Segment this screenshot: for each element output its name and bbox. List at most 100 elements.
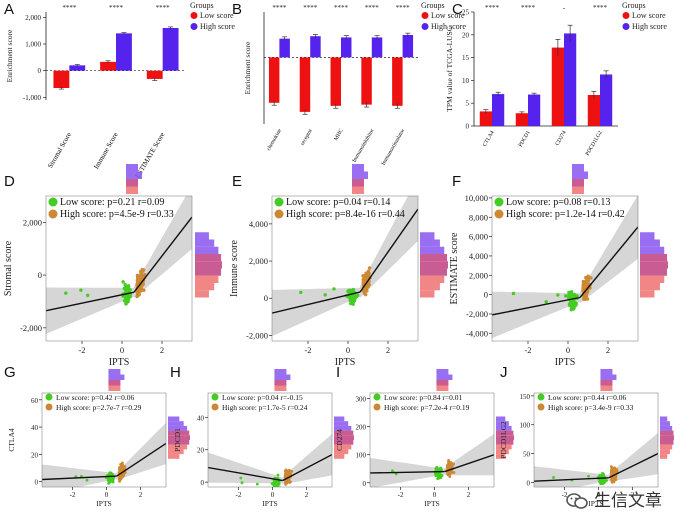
confidence-band-low [208,452,283,484]
y-tick-label: -2,000 [466,309,488,319]
fit-line-low [492,296,581,316]
point-low [567,293,571,297]
confidence-band-low [272,287,360,337]
panel-label-h: H [170,364,181,381]
legend-label: High score [431,22,466,31]
side-histogram-bar [420,261,448,269]
watermark-text: 生信文章 [594,491,662,511]
point-high [284,470,288,474]
confidence-band-high [608,432,658,482]
point-low [346,289,350,293]
point-high [446,464,450,468]
y-tick-label: 0 [201,479,205,487]
top-histogram-bar [126,179,138,187]
y-tick-label: 300 [356,396,367,404]
fit-line-low [272,291,361,314]
point-low [85,478,89,482]
side-histogram-bar [195,268,222,276]
point-high [363,275,367,279]
x-tick-label: -2 [304,345,311,355]
side-histogram-bar [660,416,668,422]
side-histogram-bar [420,268,448,276]
x-tick-label: 0 [566,345,570,355]
x-axis-title: IPTS [588,499,603,508]
side-histogram-bar [334,440,354,445]
fit-line-low [534,477,609,482]
legend-swatch-high [45,403,53,411]
y-tick-label: 0 [35,479,39,487]
x-axis-title: IPTS [109,357,130,368]
point-low [126,297,131,301]
point-high [139,269,143,274]
side-histogram-bar [168,421,184,426]
top-histogram-bar [126,186,138,194]
plot-frame [41,392,167,488]
point-high [582,297,587,301]
bar-high [162,28,179,71]
y-tick-label: 200 [356,424,367,432]
side-histogram-bar [660,454,668,459]
point-low [440,468,443,472]
scatter-panel-f: -2 0 2 -4,000 -2,000 0 2,000 4,000 6,000 8,000 10,… [449,164,668,368]
side-histogram-bar [660,449,670,455]
confidence-band-low [46,287,134,334]
top-histogram-bar [352,164,364,172]
category-label: CTLA4 [482,130,496,148]
legend-label: High score: p=8.4e-16 r=0.44 [286,209,405,220]
y-tick-label: 20 [462,31,470,39]
x-axis-title: IPTS [555,357,576,368]
top-histogram-bar [436,380,449,386]
fit-line-high [116,442,166,477]
fit-line-low [42,475,117,481]
side-histogram-bar [640,246,665,254]
side-histogram-bar [640,254,668,262]
side-histogram-bar [640,275,665,283]
point-low [276,473,280,477]
legend-swatch-high [537,403,545,411]
bar-low [100,61,116,71]
side-histogram-bar [334,430,354,436]
legend-label: Low score: p=0.84 r=0.01 [384,393,462,402]
x-tick-label: -2 [398,491,404,499]
panel-label-f: F [452,173,461,190]
y-tick-label: 0 [466,123,470,131]
top-histogram-bar [108,385,121,391]
side-histogram-bar [496,449,509,455]
legend-label: High score: p=1.2e-14 r=0.42 [506,209,625,220]
point-low [126,286,131,290]
legend-swatch-low [45,393,53,401]
confidence-band-low [42,464,117,487]
plot-area [492,196,638,339]
y-tick-label: 100 [356,452,367,460]
point-low [599,481,603,484]
point-low [568,301,573,305]
confidence-band-low [492,291,580,339]
legend-title: Groups [622,1,646,10]
y-tick-label: 15 [462,54,470,62]
point-low [349,301,353,306]
y-tick-label: 2,000 [249,256,268,266]
y-tick-label: 50 [523,451,531,459]
top-histogram-bar [600,380,613,386]
side-histogram-bar [640,232,655,240]
y-axis-title: Enrichment score [243,41,252,94]
panel-label-g: G [4,364,16,381]
legend-label: Low score [632,11,666,20]
plot-frame [271,195,419,342]
bar-panel-b: Enrichment score **** chemokine **** recepto… [243,1,466,166]
y-tick-label: 150 [520,393,531,401]
x-tick-label: 2 [139,491,143,499]
top-histogram-bar [436,369,449,375]
side-histogram-bar [640,268,668,276]
side-histogram-bar [420,275,445,283]
x-tick-label: -2 [524,345,531,355]
top-histogram-bar [108,374,125,380]
legend-swatch-low [622,12,630,19]
confidence-band-high [116,422,166,480]
bar-low [392,57,403,106]
y-tick-label: 1,000 [25,41,41,49]
significance-label: **** [156,4,171,12]
x-tick-label: 0 [346,345,350,355]
side-histogram-bar [168,435,190,440]
x-tick-label: 2 [631,491,635,499]
